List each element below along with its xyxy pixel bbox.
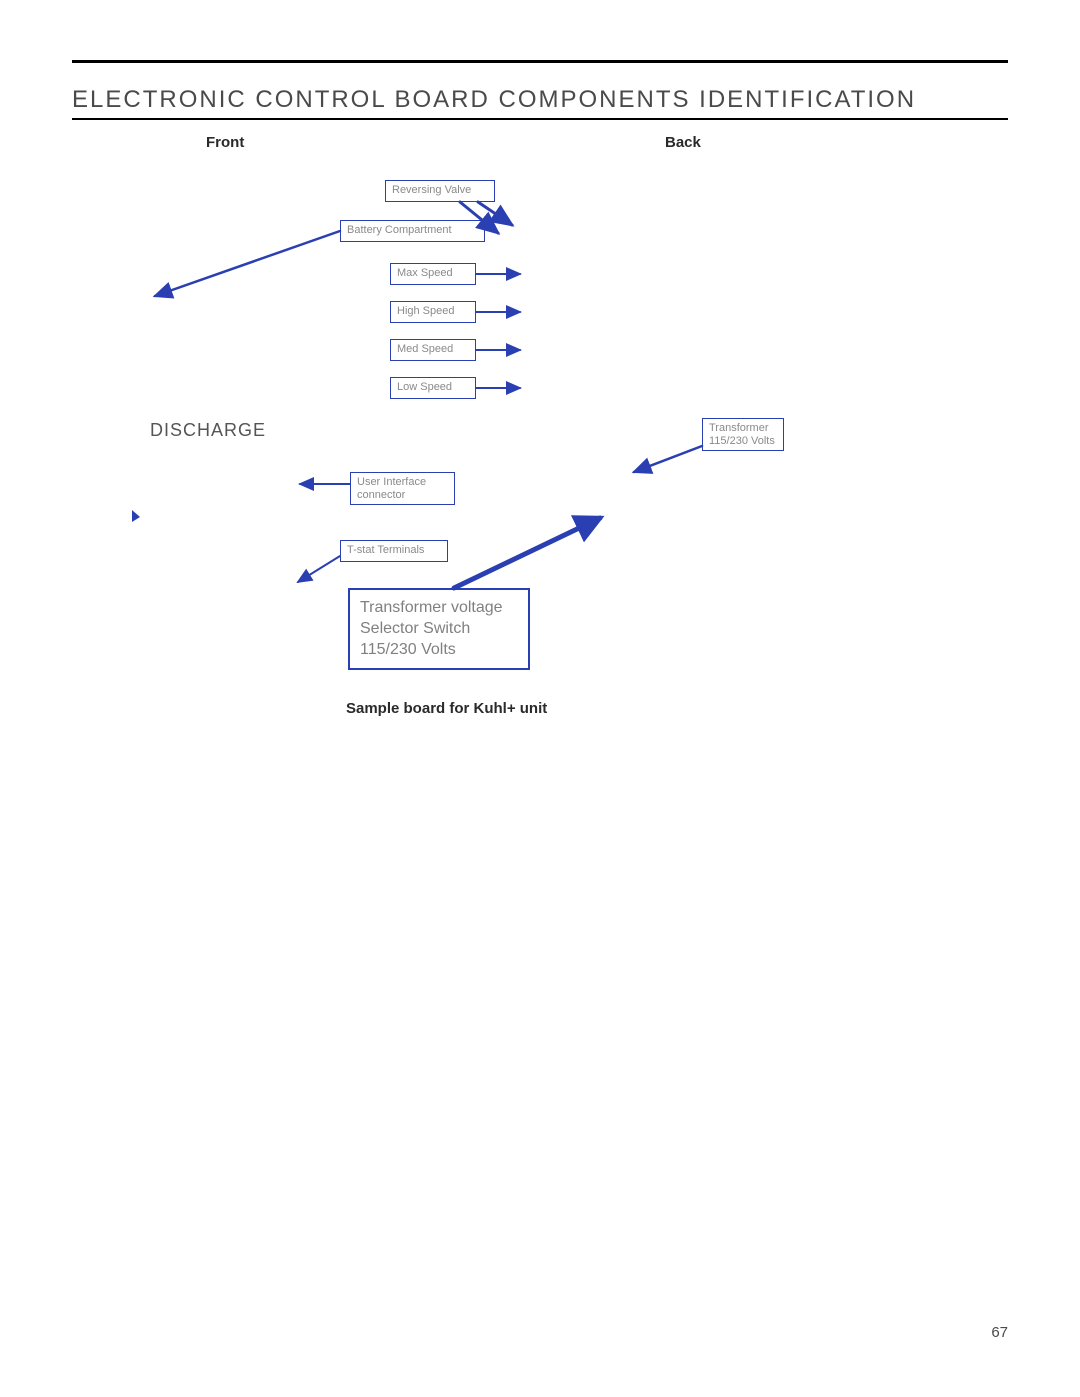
stray-cursor-icon <box>130 510 142 522</box>
transformer-arrow <box>634 446 702 472</box>
figure-caption: Sample board for Kuhl+ unit <box>346 700 547 717</box>
header-back: Back <box>665 134 701 151</box>
label-max-speed: Max Speed <box>390 263 476 285</box>
label-high-speed: High Speed <box>390 301 476 323</box>
label-user-interface: User Interfaceconnector <box>350 472 455 505</box>
tstat-arrow <box>298 556 340 582</box>
label-med-speed: Med Speed <box>390 339 476 361</box>
top-rule <box>72 60 1008 63</box>
title-underline <box>72 118 1008 120</box>
arrows-layer <box>0 0 1080 1397</box>
label-selector-switch: Transformer voltageSelector Switch115/23… <box>348 588 530 670</box>
label-battery-compartment: Battery Compartment <box>340 220 485 242</box>
document-page: ELECTRONIC CONTROL BOARD COMPONENTS IDEN… <box>0 0 1080 1397</box>
page-number: 67 <box>991 1324 1008 1341</box>
label-low-speed: Low Speed <box>390 377 476 399</box>
label-transformer: Transformer115/230 Volts <box>702 418 784 451</box>
header-front: Front <box>206 134 244 151</box>
label-reversing-valve: Reversing Valve <box>385 180 495 202</box>
page-title: ELECTRONIC CONTROL BOARD COMPONENTS IDEN… <box>72 86 916 114</box>
selector-arrow <box>454 518 600 588</box>
battery-arrow <box>155 231 340 296</box>
label-tstat-terminals: T-stat Terminals <box>340 540 448 562</box>
discharge-label: DISCHARGE <box>150 420 266 441</box>
